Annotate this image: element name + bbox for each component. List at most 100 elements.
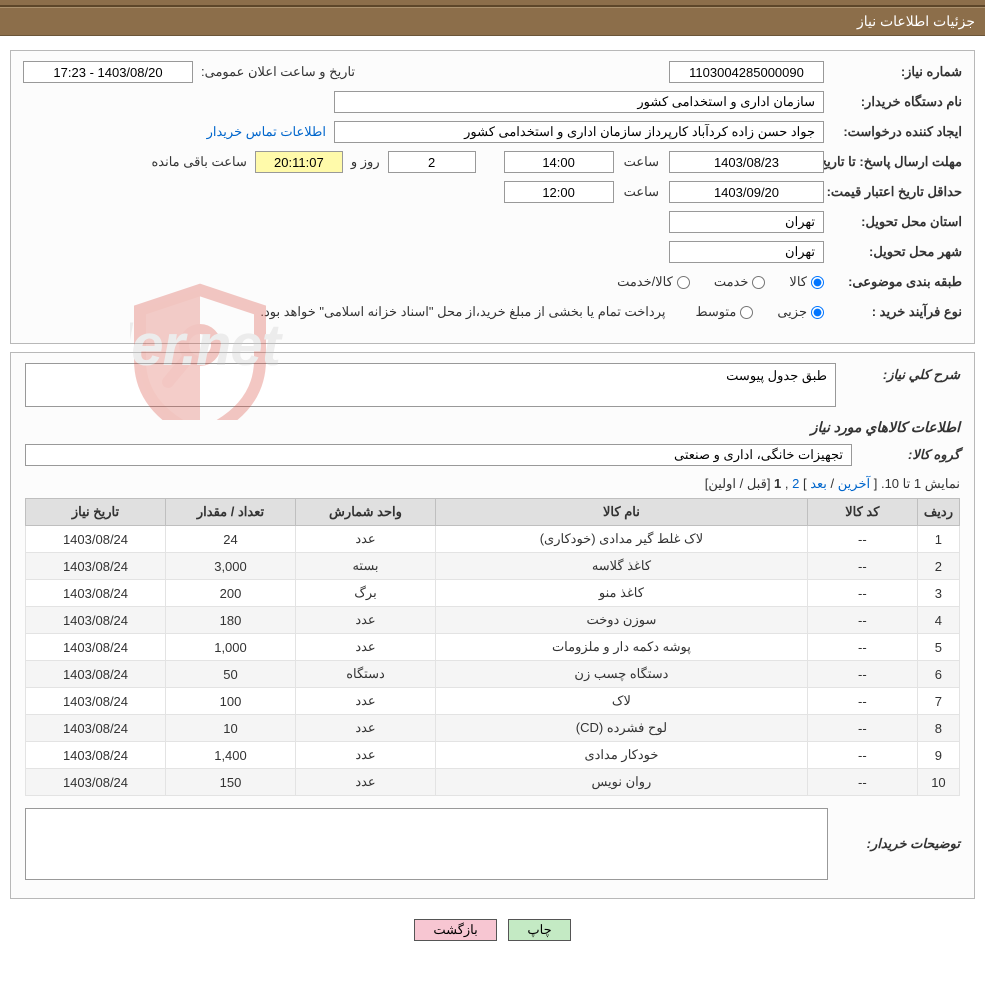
th-unit: واحد شمارش xyxy=(296,499,436,526)
radio-medium-label: متوسط xyxy=(695,304,736,320)
field-buyer-notes xyxy=(25,808,828,880)
field-time-left xyxy=(255,151,343,173)
cell-row: 10 xyxy=(917,769,959,796)
label-category: طبقه بندی موضوعی: xyxy=(824,274,962,290)
th-qty: تعداد / مقدار xyxy=(166,499,296,526)
label-buyer-org: نام دستگاه خریدار: xyxy=(824,94,962,110)
label-price-validity: حداقل تاریخ اعتبار قیمت: تا تاریخ: xyxy=(824,184,962,201)
table-row: 1--لاک غلط گیر مدادی (خودکاری)عدد241403/… xyxy=(26,526,960,553)
row-province: استان محل تحویل: xyxy=(23,209,962,235)
cell-qty: 10 xyxy=(166,715,296,742)
cell-date: 1403/08/24 xyxy=(26,769,166,796)
pager-last[interactable]: آخرین xyxy=(838,476,870,491)
row-buyer-org: نام دستگاه خریدار: xyxy=(23,89,962,115)
row-goods-group: گروه کالا: xyxy=(25,444,960,466)
field-province xyxy=(669,211,824,233)
table-row: 5--پوشه دکمه دار و ملزوماتعدد1,0001403/0… xyxy=(26,634,960,661)
cell-qty: 150 xyxy=(166,769,296,796)
field-pv-time xyxy=(504,181,614,203)
radio-medium[interactable]: متوسط xyxy=(695,304,753,320)
field-deadline-time xyxy=(504,151,614,173)
cell-code: -- xyxy=(807,553,917,580)
label-need-number: شماره نیاز: xyxy=(824,64,962,80)
cell-date: 1403/08/24 xyxy=(26,553,166,580)
field-description xyxy=(25,363,836,407)
field-announce xyxy=(23,61,193,83)
cell-unit: بسته xyxy=(296,553,436,580)
row-process: نوع فرآیند خرید : جزیی متوسط پرداخت تمام… xyxy=(23,299,962,325)
main-form-panel: شماره نیاز: تاریخ و ساعت اعلان عمومی: نا… xyxy=(10,50,975,344)
pager-prev: قبل xyxy=(747,476,767,491)
goods-table-body: 1--لاک غلط گیر مدادی (خودکاری)عدد241403/… xyxy=(26,526,960,796)
label-province: استان محل تحویل: xyxy=(824,214,962,230)
cell-date: 1403/08/24 xyxy=(26,634,166,661)
cell-name: روان نویس xyxy=(436,769,808,796)
field-pv-date xyxy=(669,181,824,203)
field-buyer-org xyxy=(334,91,824,113)
pager-page-2[interactable]: 2 xyxy=(792,476,799,491)
category-radio-group: کالا خدمت کالا/خدمت xyxy=(617,274,824,290)
radio-both-input[interactable] xyxy=(677,276,690,289)
cell-name: لاک xyxy=(436,688,808,715)
row-price-validity: حداقل تاریخ اعتبار قیمت: تا تاریخ: ساعت xyxy=(23,179,962,205)
radio-minor[interactable]: جزیی xyxy=(777,304,824,320)
top-accent-bar xyxy=(0,0,985,7)
field-requester xyxy=(334,121,824,143)
pager-next[interactable]: بعد xyxy=(810,476,827,491)
radio-goods-input[interactable] xyxy=(811,276,824,289)
radio-medium-input[interactable] xyxy=(740,306,753,319)
page-container: جزئیات اطلاعات نیاز AriaTender.net شماره… xyxy=(0,0,985,959)
th-code: کد کالا xyxy=(807,499,917,526)
radio-service-label: خدمت xyxy=(714,274,749,290)
cell-date: 1403/08/24 xyxy=(26,607,166,634)
label-city: شهر محل تحویل: xyxy=(824,244,962,260)
cell-name: دستگاه چسب زن xyxy=(436,661,808,688)
cell-row: 8 xyxy=(917,715,959,742)
cell-qty: 100 xyxy=(166,688,296,715)
page-title: جزئیات اطلاعات نیاز xyxy=(857,13,975,29)
cell-qty: 1,000 xyxy=(166,634,296,661)
table-row: 7--لاکعدد1001403/08/24 xyxy=(26,688,960,715)
radio-service-input[interactable] xyxy=(752,276,765,289)
th-name: نام کالا xyxy=(436,499,808,526)
table-row: 2--کاغذ گلاسهبسته3,0001403/08/24 xyxy=(26,553,960,580)
cell-code: -- xyxy=(807,634,917,661)
cell-unit: عدد xyxy=(296,607,436,634)
label-process: نوع فرآیند خرید : xyxy=(824,304,962,320)
cell-code: -- xyxy=(807,580,917,607)
radio-minor-label: جزیی xyxy=(777,304,807,320)
label-requester: ایجاد کننده درخواست: xyxy=(824,124,962,140)
radio-service[interactable]: خدمت xyxy=(714,274,766,290)
cell-qty: 50 xyxy=(166,661,296,688)
goods-heading: اطلاعات کالاهاي مورد نياز xyxy=(25,419,960,436)
row-need-number: شماره نیاز: تاریخ و ساعت اعلان عمومی: xyxy=(23,59,962,85)
cell-qty: 200 xyxy=(166,580,296,607)
pager-page-1: 1 xyxy=(774,476,781,491)
pager-first: اولین xyxy=(708,476,736,491)
back-button[interactable]: بازگشت xyxy=(414,919,496,941)
row-city: شهر محل تحویل: xyxy=(23,239,962,265)
cell-name: لاک غلط گیر مدادی (خودکاری) xyxy=(436,526,808,553)
cell-row: 2 xyxy=(917,553,959,580)
cell-qty: 3,000 xyxy=(166,553,296,580)
row-category: طبقه بندی موضوعی: کالا خدمت کالا/خدمت xyxy=(23,269,962,295)
radio-minor-input[interactable] xyxy=(811,306,824,319)
cell-date: 1403/08/24 xyxy=(26,526,166,553)
print-button[interactable]: چاپ xyxy=(508,919,570,941)
radio-goods[interactable]: کالا xyxy=(789,274,824,290)
table-row: 6--دستگاه چسب زندستگاه501403/08/24 xyxy=(26,661,960,688)
cell-code: -- xyxy=(807,769,917,796)
radio-goods-label: کالا xyxy=(789,274,807,290)
row-description: شرح کلي نياز: xyxy=(25,363,960,407)
title-bar: جزئیات اطلاعات نیاز xyxy=(0,7,985,36)
label-description: شرح کلي نياز: xyxy=(850,363,960,383)
cell-date: 1403/08/24 xyxy=(26,580,166,607)
table-row: 4--سوزن دوختعدد1801403/08/24 xyxy=(26,607,960,634)
cell-row: 4 xyxy=(917,607,959,634)
label-remaining: ساعت باقی مانده xyxy=(151,154,246,170)
field-need-number xyxy=(669,61,824,83)
table-row: 8--لوح فشرده (CD)عدد101403/08/24 xyxy=(26,715,960,742)
radio-both[interactable]: کالا/خدمت xyxy=(617,274,690,290)
details-panel: شرح کلي نياز: اطلاعات کالاهاي مورد نياز … xyxy=(10,352,975,899)
buyer-contact-link[interactable]: اطلاعات تماس خریدار xyxy=(207,124,326,140)
